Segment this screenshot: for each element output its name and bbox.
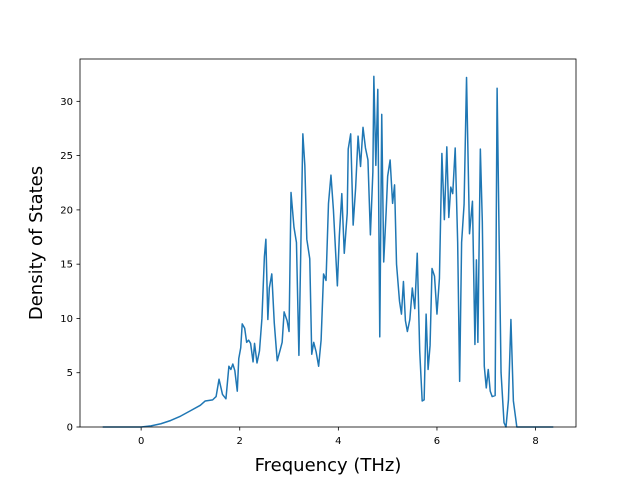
x-tick-label: 4 [335, 436, 341, 447]
x-axis-label: Frequency (THz) [255, 455, 402, 476]
y-tick-label: 10 [60, 314, 73, 325]
y-tick-label: 0 [67, 423, 73, 434]
data-line [102, 75, 554, 428]
x-tick-label: 6 [434, 436, 440, 447]
y-tick-label: 5 [67, 368, 73, 379]
x-tick-label: 8 [532, 436, 538, 447]
y-tick-label: 30 [60, 97, 73, 108]
y-tick-label: 15 [60, 260, 73, 271]
x-tick-label: 0 [138, 436, 144, 447]
plot-frame [79, 58, 577, 428]
x-tick-label: 2 [237, 436, 243, 447]
y-tick-label: 25 [60, 151, 73, 162]
y-tick-label: 20 [60, 205, 73, 216]
y-axis-label: Density of States [26, 166, 47, 320]
